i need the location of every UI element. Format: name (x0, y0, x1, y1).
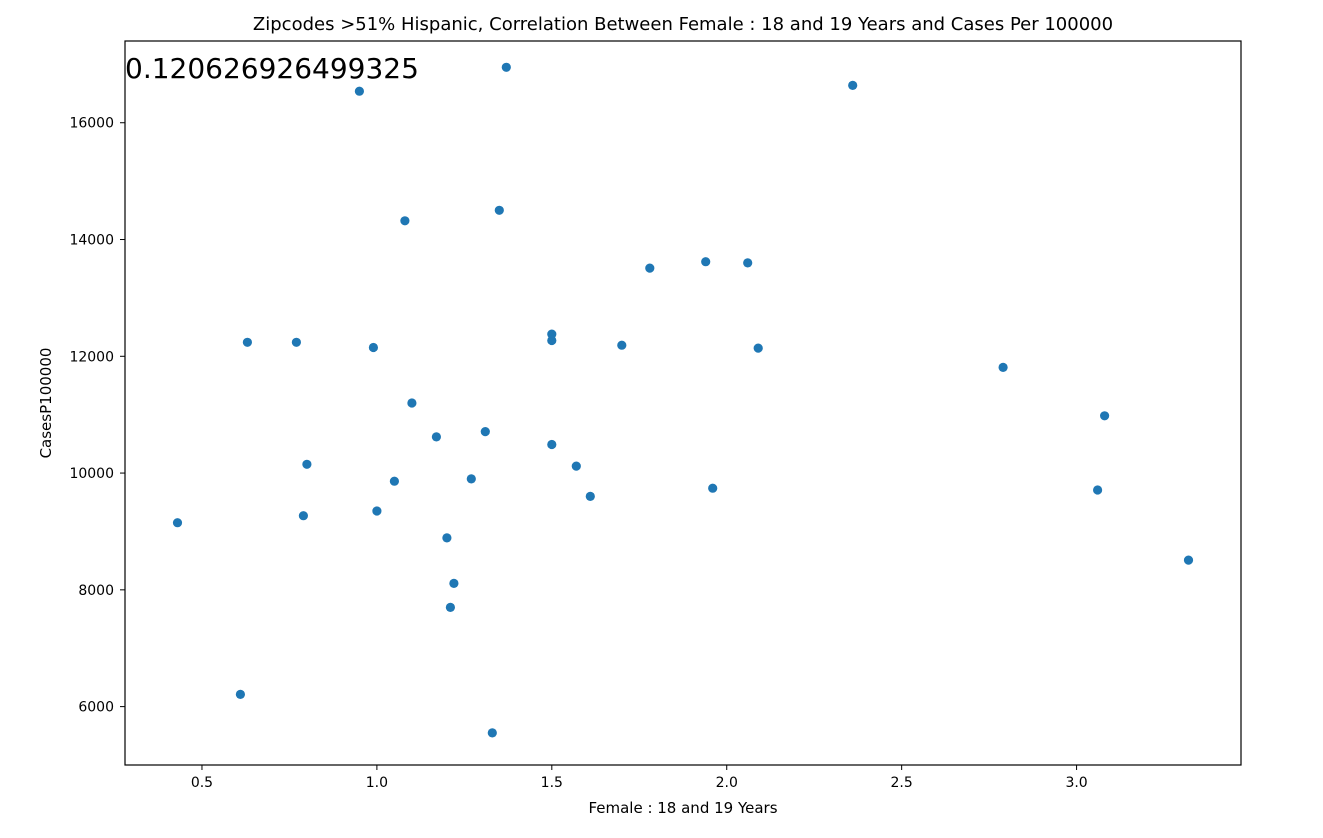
y-tick-label: 8000 (78, 583, 114, 599)
data-point (645, 263, 655, 273)
data-point (753, 343, 763, 353)
data-point (480, 427, 490, 437)
x-tick-label: 2.5 (891, 775, 913, 791)
data-point (571, 461, 581, 471)
x-axis-label: Female : 18 and 19 Years (588, 799, 777, 817)
data-point (547, 439, 557, 450)
correlation-annotation: 0.120626926499325 (125, 52, 419, 85)
data-point (487, 728, 497, 738)
data-point (442, 533, 452, 543)
data-point (235, 689, 245, 700)
data-point (1093, 485, 1103, 495)
data-point (547, 335, 557, 346)
x-tick-label: 3.0 (1065, 775, 1087, 791)
x-tick-label: 0.5 (191, 775, 213, 791)
data-point (431, 432, 441, 442)
x-tick-label: 2.0 (716, 775, 738, 791)
data-point (354, 86, 364, 96)
y-tick-label: 16000 (69, 116, 114, 132)
data-point (291, 337, 301, 347)
data-point (547, 329, 557, 339)
data-point (708, 483, 718, 493)
data-point (494, 205, 504, 215)
data-point (848, 80, 858, 90)
data-point (407, 398, 417, 408)
x-tick-label: 1.5 (541, 775, 563, 791)
y-tick-label: 12000 (69, 349, 114, 365)
data-point (242, 337, 252, 347)
data-point (501, 62, 511, 72)
data-point (998, 362, 1008, 372)
data-point (1183, 555, 1194, 565)
data-point (172, 518, 183, 528)
data-point (372, 506, 382, 516)
plot-area-frame (124, 40, 1242, 766)
data-point (617, 340, 627, 350)
data-point (445, 602, 455, 613)
chart-title: Zipcodes >51% Hispanic, Correlation Betw… (253, 14, 1113, 35)
data-point (585, 491, 595, 501)
data-point (743, 258, 753, 268)
y-tick-label: 14000 (69, 233, 114, 249)
y-axis: 6000 8000 10000 12000 14000 16000 (69, 116, 125, 716)
x-tick-label: 1.0 (366, 775, 388, 791)
data-point (389, 476, 399, 486)
data-point (298, 511, 308, 521)
data-point (466, 474, 476, 484)
data-point (449, 578, 459, 589)
data-point (302, 459, 312, 469)
points-layer (172, 62, 1194, 738)
y-axis-label: CasesP100000 (37, 348, 55, 459)
data-point (368, 342, 378, 353)
data-point (1100, 411, 1110, 421)
data-point (400, 216, 410, 226)
y-tick-label: 10000 (69, 466, 114, 482)
data-point (701, 257, 711, 267)
x-axis: 0.5 1.0 1.5 2.0 2.5 3.0 (191, 765, 1088, 791)
y-tick-label: 6000 (78, 700, 114, 716)
